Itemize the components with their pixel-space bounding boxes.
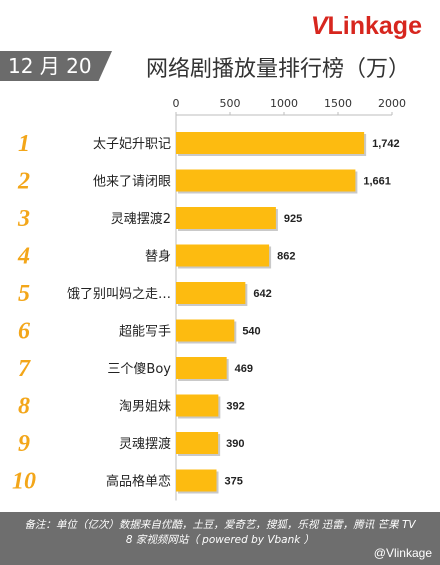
bar xyxy=(176,432,219,454)
footer-note: 备注：单位（亿次）数据来自优酷，土豆，爱奇艺，搜狐，乐视 迅雷，腾讯 芒果 TV… xyxy=(0,518,440,548)
category-label: 灵魂摆渡 xyxy=(119,436,171,452)
rank-number: 2 xyxy=(17,169,30,195)
rank-number: 4 xyxy=(17,244,30,270)
value-label: 1,742 xyxy=(372,138,400,150)
category-label: 他来了请闭眼 xyxy=(93,175,171,190)
category-label: 替身 xyxy=(145,249,171,265)
category-label: 太子妃升职记 xyxy=(93,137,171,152)
rank-number: 9 xyxy=(18,431,30,457)
bar xyxy=(176,469,217,492)
value-label: 925 xyxy=(284,213,302,225)
bar xyxy=(176,132,365,154)
category-label: 三个傻Boy xyxy=(107,362,171,377)
chart-title: 网络剧播放量排行榜（万） xyxy=(146,57,411,82)
bar xyxy=(176,169,356,192)
bar xyxy=(176,244,270,267)
category-label: 灵魂摆渡2 xyxy=(111,211,171,227)
vlinkage-logo: VLinkage xyxy=(310,12,422,40)
x-tick-label: 2000 xyxy=(378,97,406,110)
rank-number: 6 xyxy=(18,319,30,345)
bar xyxy=(176,319,235,342)
value-label: 642 xyxy=(253,288,271,300)
category-label: 饿了别叫妈之走… xyxy=(67,287,171,302)
value-label: 862 xyxy=(277,251,295,263)
x-tick-label: 0 xyxy=(173,97,180,110)
rank-number: 8 xyxy=(18,394,30,420)
rank-number: 7 xyxy=(18,356,31,382)
footer-note-line2: 8 家视频网站（ powered by Vbank ） xyxy=(125,534,315,546)
watermark: @Vlinkage xyxy=(373,546,432,560)
bar xyxy=(176,357,227,379)
bar xyxy=(176,207,276,229)
date-badge: 12 月 20 日 xyxy=(0,51,112,81)
bar xyxy=(176,394,219,417)
rank-number: 5 xyxy=(18,281,30,307)
x-tick-label: 500 xyxy=(220,97,241,110)
footer-band: 备注：单位（亿次）数据来自优酷，土豆，爱奇艺，搜狐，乐视 迅雷，腾讯 芒果 TV… xyxy=(0,512,440,565)
x-tick-label: 1000 xyxy=(270,97,298,110)
rank-number: 1 xyxy=(18,131,30,157)
rank-number: 10 xyxy=(12,469,36,495)
value-label: 469 xyxy=(235,363,253,375)
value-label: 1,661 xyxy=(363,176,391,188)
value-label: 375 xyxy=(225,476,243,488)
footer-note-line1: 备注：单位（亿次）数据来自优酷，土豆，爱奇艺，搜狐，乐视 迅雷，腾讯 芒果 TV xyxy=(24,519,416,531)
bar xyxy=(176,282,246,304)
category-label: 淘男姐妹 xyxy=(119,400,171,415)
value-label: 540 xyxy=(242,326,260,338)
value-label: 392 xyxy=(226,401,244,413)
bar-chart: 0 500 1000 1500 2000 1 太子妃升职记 1,742 2 他来了请闭眼 1,661… xyxy=(12,97,406,501)
category-label: 高品格单恋 xyxy=(106,474,171,490)
x-tick-label: 1500 xyxy=(324,97,352,110)
category-label: 超能写手 xyxy=(119,325,171,340)
rank-number: 3 xyxy=(17,206,30,232)
value-label: 390 xyxy=(226,438,244,450)
